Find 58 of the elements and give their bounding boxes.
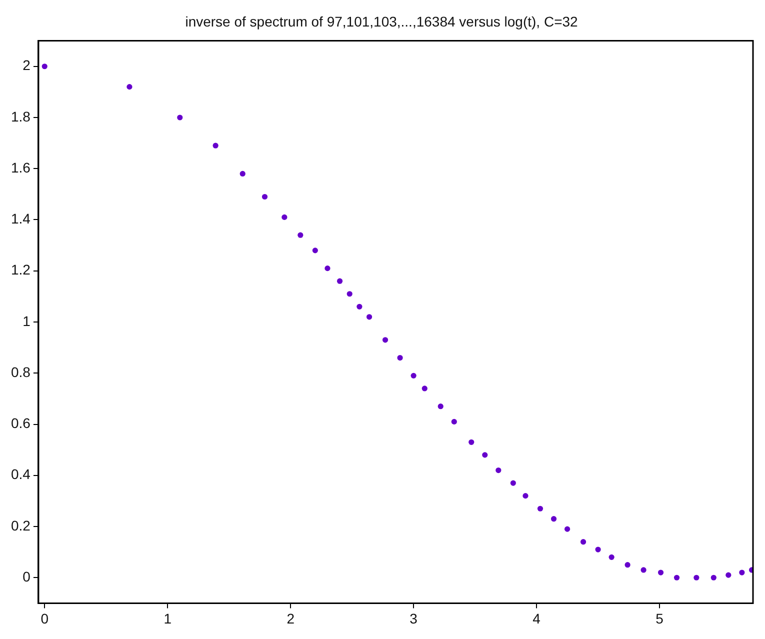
point — [550, 516, 557, 522]
x-tick-label: 1 — [164, 610, 172, 626]
y-tick-label: 1.4 — [10, 210, 31, 227]
point — [710, 574, 716, 580]
point — [510, 480, 516, 486]
point — [726, 572, 732, 578]
point — [346, 291, 352, 297]
point — [580, 539, 586, 545]
point — [324, 266, 330, 272]
point — [126, 84, 132, 90]
point — [438, 404, 444, 410]
point — [410, 372, 416, 378]
x-tick-label: 2 — [286, 610, 295, 626]
point — [608, 554, 614, 560]
point — [262, 194, 268, 200]
point — [42, 64, 48, 70]
point — [564, 526, 570, 532]
y-tick-label: 1.8 — [10, 108, 31, 124]
y-tick-label: 2 — [22, 57, 31, 74]
point — [240, 170, 246, 177]
point — [366, 314, 372, 320]
point — [595, 546, 601, 552]
point — [482, 452, 488, 458]
point — [694, 574, 700, 580]
point — [640, 567, 646, 573]
point — [496, 467, 502, 474]
x-tick-label: 0 — [40, 610, 49, 626]
x-tick-label: 4 — [532, 610, 541, 626]
y-tick-label: 0.4 — [10, 466, 31, 482]
point — [739, 570, 745, 576]
point — [422, 386, 428, 392]
y-tick-label: 1.2 — [10, 262, 31, 278]
point — [658, 570, 664, 576]
point — [298, 232, 304, 238]
point — [522, 493, 528, 499]
y-tick-label: 1 — [22, 312, 31, 329]
point — [468, 439, 474, 445]
y-tick-label: 1.6 — [10, 159, 31, 176]
y-tick-label: 0 — [22, 568, 31, 584]
y-tick-label: 0.8 — [10, 364, 31, 380]
y-tick-label: 0.2 — [10, 517, 31, 534]
point — [356, 304, 362, 310]
x-tick-label: 3 — [410, 610, 418, 626]
point — [177, 114, 183, 120]
x-tick-label: 5 — [656, 610, 664, 626]
point — [674, 574, 680, 580]
point — [336, 278, 343, 284]
point — [748, 567, 753, 573]
point — [451, 418, 457, 424]
point — [397, 354, 403, 361]
chart-title: inverse of spectrum of 97,101,103,...,16384 versus log(t), C=32 — [185, 13, 578, 30]
point — [537, 506, 544, 512]
point — [212, 142, 218, 148]
point — [282, 214, 288, 220]
point — [624, 562, 630, 568]
point — [312, 248, 318, 254]
y-tick-label: 0.6 — [10, 415, 31, 432]
point — [382, 337, 388, 343]
